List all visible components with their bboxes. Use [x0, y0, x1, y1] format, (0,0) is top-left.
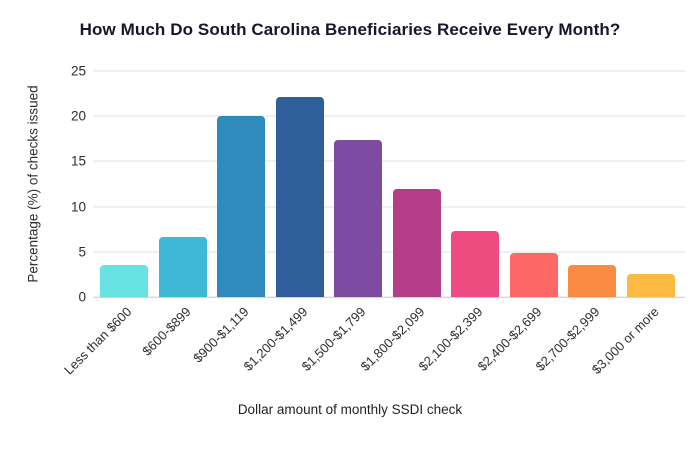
- plot-area: 0 5 10 15 20 25 Less than $600 $600-$899 $900-$1…: [61, 64, 685, 377]
- y-tick-label: 15: [70, 153, 86, 169]
- bar: [451, 231, 500, 297]
- gridline: [93, 206, 685, 208]
- y-tick-label: 10: [70, 199, 86, 215]
- y-axis-label: Percentage (%) of checks issued: [25, 85, 41, 283]
- chart-title: How Much Do South Carolina Beneficiaries…: [79, 20, 621, 39]
- bar: [334, 139, 383, 297]
- x-axis-label: Dollar amount of monthly SSDI check: [237, 402, 463, 417]
- bar: [158, 237, 207, 297]
- gridline: [93, 70, 685, 72]
- bar: [509, 252, 558, 297]
- x-tick-label: $900-$1,119: [190, 304, 252, 366]
- bar: [568, 265, 617, 297]
- x-axis-line: [93, 296, 685, 298]
- bar: [626, 273, 675, 297]
- bar: [217, 116, 266, 297]
- y-tick-label: 25: [70, 63, 86, 79]
- y-tick-label: 20: [70, 108, 86, 124]
- gridline: [93, 160, 685, 162]
- bar: [275, 97, 324, 297]
- y-tick-label: 0: [78, 289, 86, 305]
- x-tick-label: $600-$899: [138, 304, 194, 359]
- bar: [392, 189, 441, 297]
- x-tick-label: Less than $600: [61, 304, 135, 378]
- y-tick-label: 5: [78, 244, 86, 260]
- gridline: [93, 251, 685, 253]
- gridline: [93, 115, 685, 117]
- bar: [100, 265, 149, 297]
